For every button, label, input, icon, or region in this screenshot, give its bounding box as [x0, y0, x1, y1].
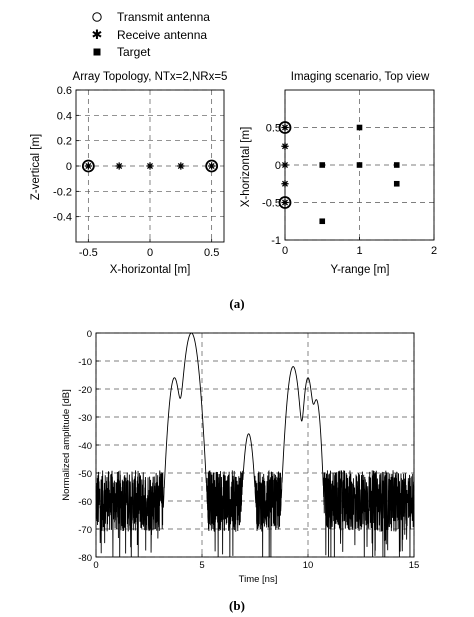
receive-antenna-point	[146, 162, 154, 170]
x-tick-label: 0.5	[204, 247, 219, 259]
plot2-title: Imaging scenario, Top view	[291, 71, 430, 83]
y-tick-label: 0	[275, 160, 281, 172]
y-tick-label: -40	[78, 441, 92, 452]
transmit-antenna-point	[205, 159, 219, 173]
y-tick-label: 0	[87, 329, 92, 340]
y-tick-label: -70	[78, 525, 92, 536]
target-point	[319, 162, 326, 168]
circle-marker-icon	[92, 12, 102, 22]
x-tick-label: 0	[93, 560, 98, 571]
plot1-ylabel: Z-vertical [m]	[30, 134, 42, 200]
target-point	[356, 124, 363, 131]
x-tick-label: 10	[303, 560, 314, 571]
square-marker-icon	[93, 48, 101, 56]
y-tick-label: 0.2	[57, 136, 72, 148]
plot2-frame	[284, 89, 435, 241]
plot1-title: Array Topology, NTx=2,NRx=5	[73, 71, 228, 83]
x-tick-label: 1	[356, 245, 362, 257]
plot2-xlabel: Y-range [m]	[330, 264, 389, 276]
y-tick-label: -20	[78, 385, 92, 396]
y-tick-label: -0.2	[53, 186, 72, 198]
y-tick-label: -1	[271, 235, 281, 247]
y-tick-label: 0.6	[57, 85, 72, 97]
y-tick-label: -10	[78, 357, 92, 368]
x-tick-label: 2	[431, 245, 437, 257]
target-point	[356, 162, 363, 168]
legend-item-receive: Receive antenna	[117, 28, 207, 42]
x-tick-label: 0	[147, 247, 153, 259]
plot2-ylabel: X-horizontal [m]	[240, 127, 252, 208]
x-tick-label: 15	[409, 560, 420, 571]
plot3-ylabel: Normalized amplitude [dB]	[61, 389, 72, 500]
y-tick-label: -80	[78, 553, 92, 564]
time-response-plot: Time [ns] Normalized amplitude [dB] 0 5 10…	[61, 329, 419, 585]
legend: Transmit antenna ✱ Receive antenna Targe…	[92, 10, 211, 59]
y-tick-label: -0.4	[53, 212, 72, 224]
caption-b: (b)	[229, 598, 245, 613]
receive-antenna-point	[177, 162, 185, 170]
x-tick-label: 5	[199, 560, 204, 571]
y-tick-label: -60	[78, 497, 92, 508]
x-tick-label: -0.5	[79, 247, 98, 259]
receive-antenna-point	[208, 162, 216, 170]
legend-item-transmit: Transmit antenna	[117, 10, 210, 24]
array-topology-plot: Array Topology, NTx=2,NRx=5 X-horizontal…	[30, 71, 227, 276]
receive-antenna-point	[84, 162, 92, 170]
target-point	[393, 162, 400, 168]
target-point	[319, 218, 326, 225]
plot3-xlabel: Time [ns]	[239, 574, 278, 585]
y-tick-label: -50	[78, 469, 92, 480]
caption-a: (a)	[229, 296, 244, 311]
y-tick-label: -0.5	[262, 198, 281, 210]
y-tick-label: 0.4	[57, 110, 72, 122]
target-point	[393, 180, 400, 187]
transmit-antenna-point	[81, 159, 95, 173]
plot3-frame	[95, 332, 415, 558]
star-marker-icon: ✱	[92, 27, 103, 42]
legend-item-target: Target	[117, 45, 151, 59]
x-tick-label: 0	[282, 245, 288, 257]
y-tick-label: 0.5	[266, 123, 281, 135]
y-tick-label: 0	[66, 161, 72, 173]
imaging-scenario-plot: Imaging scenario, Top view Y-range [m] X…	[240, 71, 437, 276]
y-tick-label: -30	[78, 413, 92, 424]
plot1-xlabel: X-horizontal [m]	[110, 264, 191, 276]
amplitude-trace	[95, 332, 415, 558]
receive-antenna-point	[115, 162, 123, 170]
plot1-frame	[75, 89, 225, 243]
